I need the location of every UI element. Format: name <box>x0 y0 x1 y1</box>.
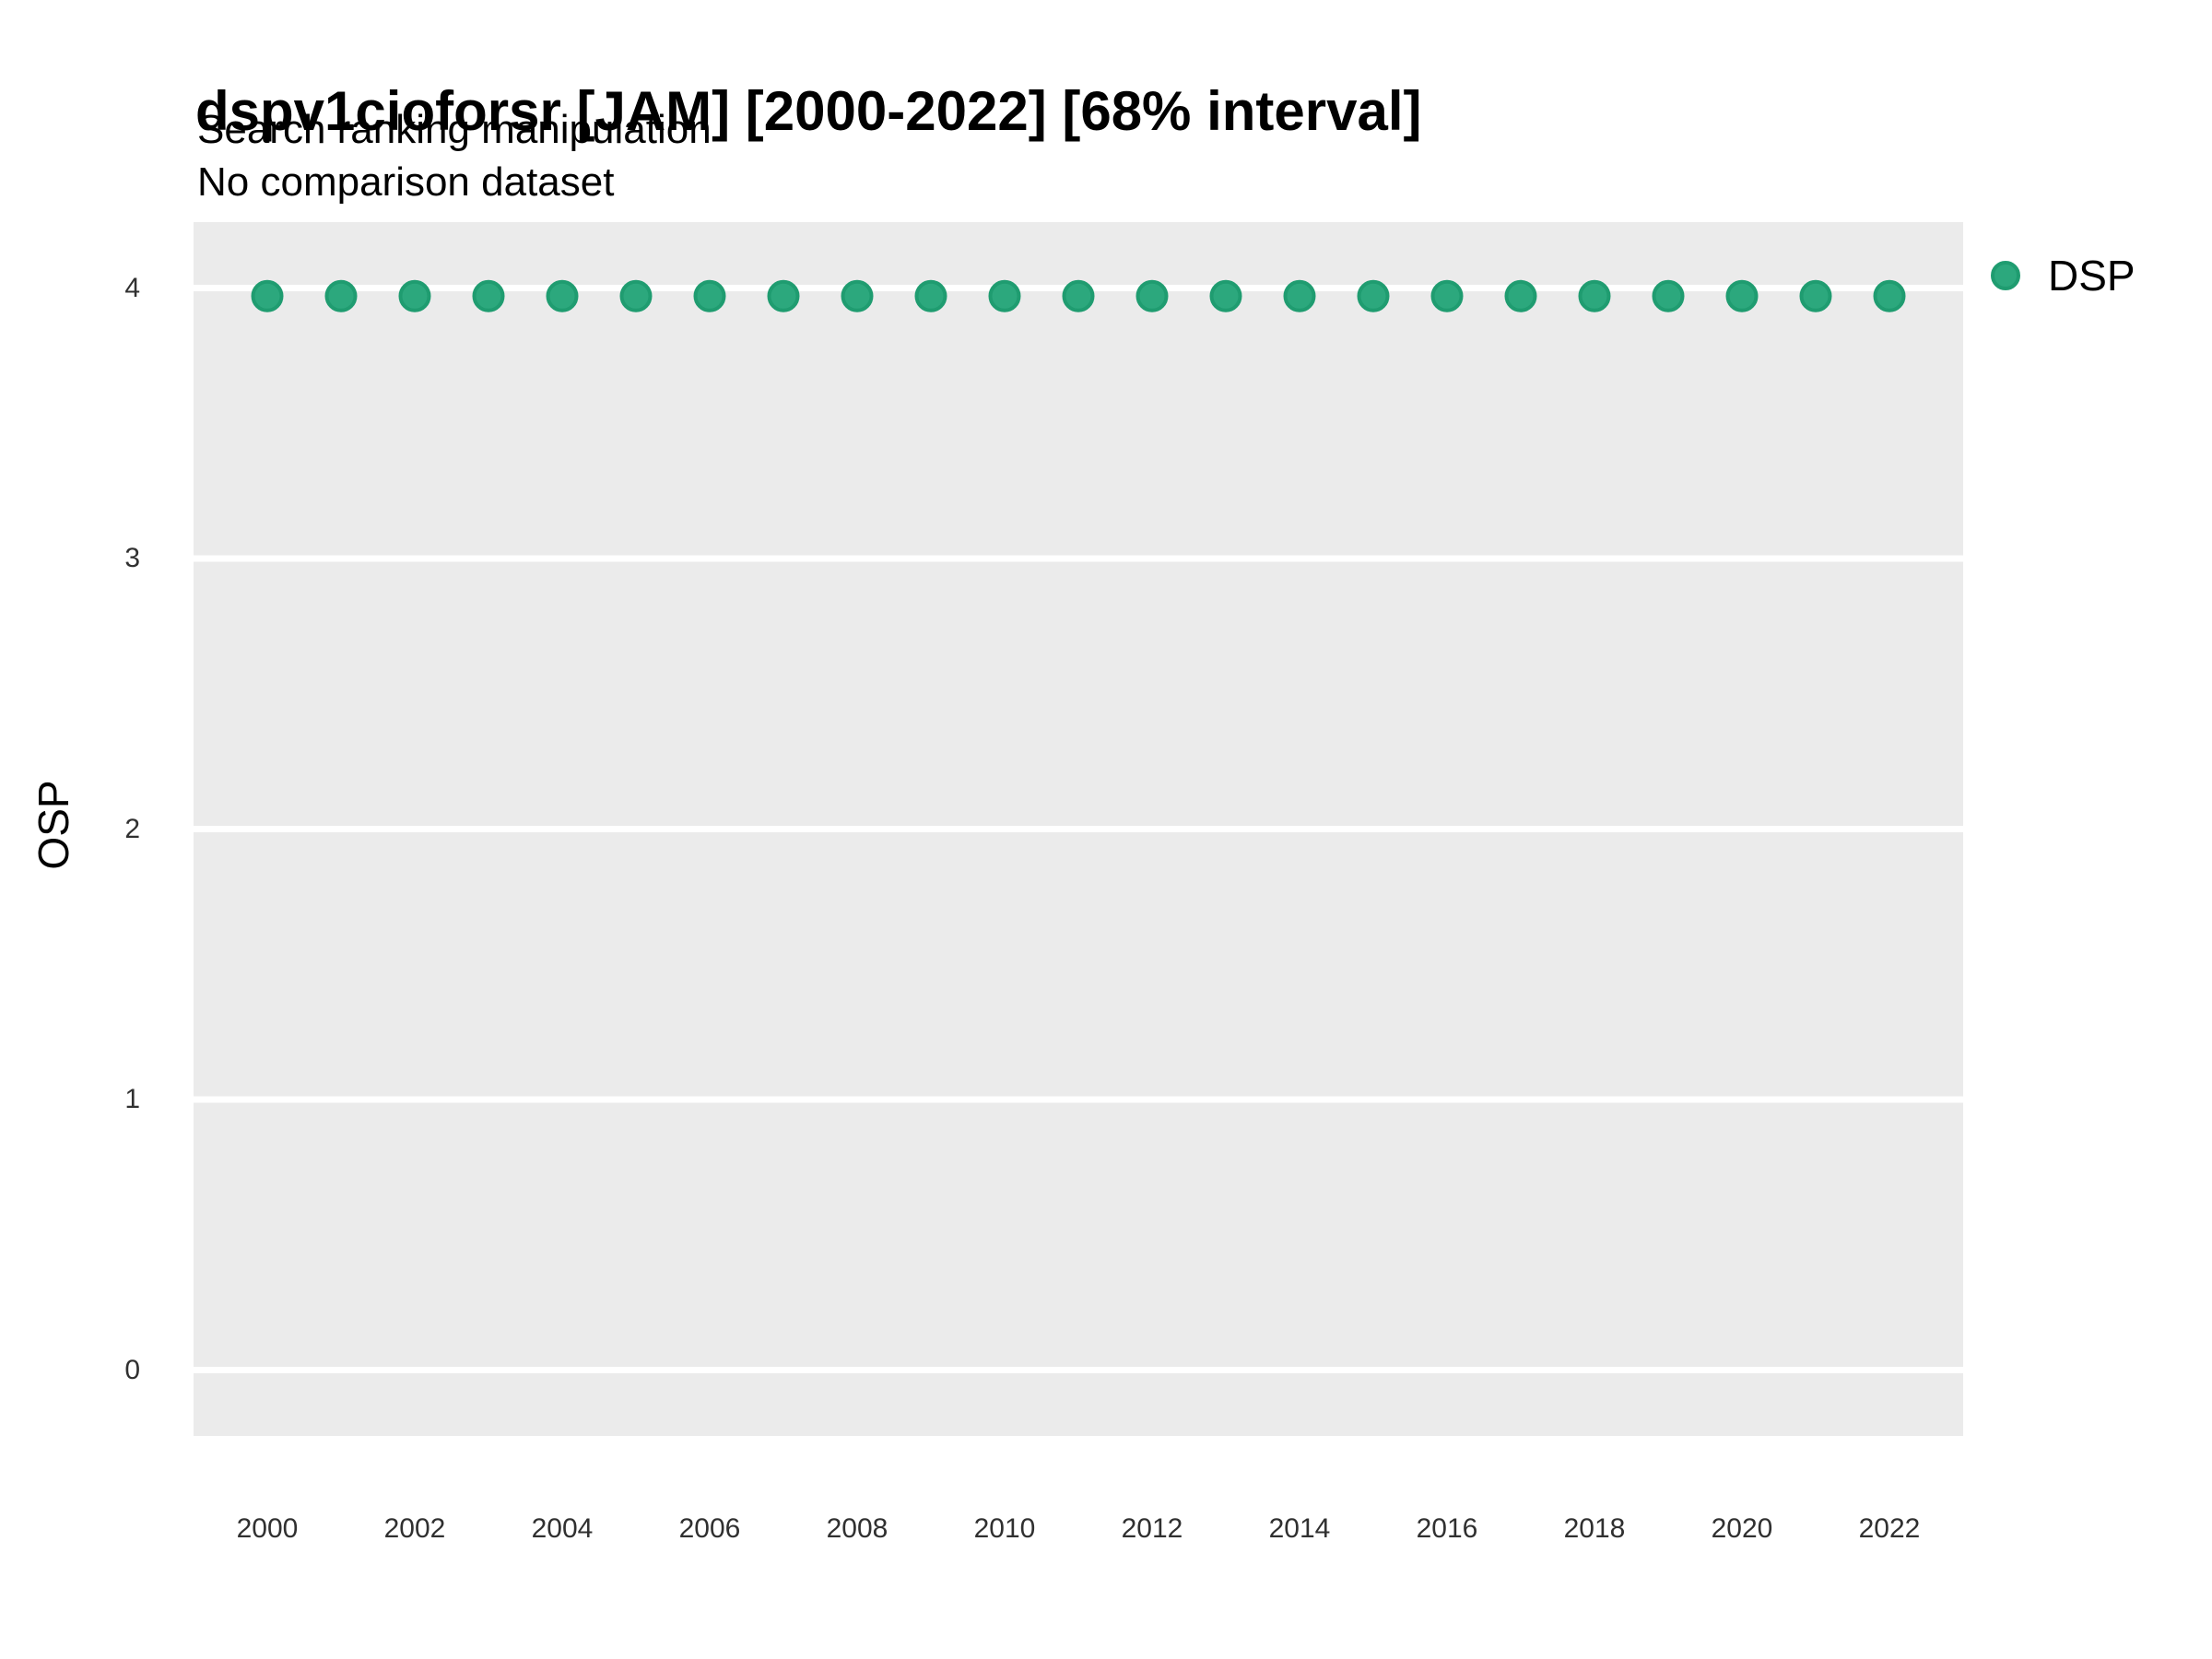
chart-subtitle-line-2: No comparison dataset <box>197 159 615 205</box>
x-tick-label-2016: 2016 <box>1416 1513 1478 1544</box>
y-tick-label-0: 0 <box>124 1354 140 1385</box>
x-tick-label-2012: 2012 <box>1121 1513 1183 1544</box>
y-tick-label-3: 3 <box>124 543 140 573</box>
data-point-dsp-2020 <box>1725 279 1759 312</box>
legend-dsp-swatch-icon <box>1991 261 2020 290</box>
data-point-dsp-2008 <box>841 279 874 312</box>
x-tick-label-2004: 2004 <box>531 1513 594 1544</box>
x-tick-label-2006: 2006 <box>678 1513 741 1544</box>
data-point-dsp-2003 <box>472 279 505 312</box>
data-point-dsp-2007 <box>767 279 800 312</box>
x-tick-label-2020: 2020 <box>1711 1513 1773 1544</box>
legend: DSP <box>1991 251 2136 300</box>
x-tick-label-2000: 2000 <box>236 1513 299 1544</box>
x-tick-label-2002: 2002 <box>383 1513 446 1544</box>
y-tick-label-2: 2 <box>124 813 140 844</box>
data-point-dsp-2016 <box>1430 279 1464 312</box>
data-point-dsp-2012 <box>1135 279 1169 312</box>
x-tick-label-2018: 2018 <box>1563 1513 1626 1544</box>
data-point-dsp-2010 <box>988 279 1021 312</box>
legend-dsp-label: DSP <box>2048 252 2136 300</box>
x-tick-label-2014: 2014 <box>1268 1513 1331 1544</box>
y-tick-label-4: 4 <box>124 272 140 303</box>
data-point-dsp-2019 <box>1652 279 1685 312</box>
x-tick-label-2022: 2022 <box>1858 1513 1921 1544</box>
data-point-dsp-2004 <box>546 279 579 312</box>
data-point-dsp-2002 <box>398 279 431 312</box>
plot-panel <box>194 222 1963 1436</box>
data-point-dsp-2018 <box>1578 279 1611 312</box>
x-tick-label-2008: 2008 <box>826 1513 888 1544</box>
x-tick-label-2010: 2010 <box>973 1513 1036 1544</box>
data-point-dsp-2000 <box>251 279 284 312</box>
data-point-dsp-2015 <box>1357 279 1390 312</box>
data-point-dsp-2011 <box>1062 279 1095 312</box>
chart-subtitle: Search ranking manipulation No compariso… <box>197 103 712 208</box>
data-point-dsp-2005 <box>619 279 653 312</box>
y-tick-label-1: 1 <box>124 1084 140 1114</box>
chart-subtitle-line-1: Search ranking manipulation <box>197 107 712 152</box>
data-point-dsp-2009 <box>914 279 947 312</box>
data-point-dsp-2013 <box>1209 279 1242 312</box>
data-point-dsp-2006 <box>693 279 726 312</box>
data-point-dsp-2001 <box>324 279 358 312</box>
data-point-dsp-2022 <box>1873 279 1906 312</box>
chart-title: dspv1cioforsr [JAM] [2000-2022] [68% int… <box>195 80 1422 143</box>
data-point-dsp-2014 <box>1283 279 1316 312</box>
data-point-dsp-2021 <box>1799 279 1832 312</box>
data-point-dsp-2017 <box>1504 279 1537 312</box>
